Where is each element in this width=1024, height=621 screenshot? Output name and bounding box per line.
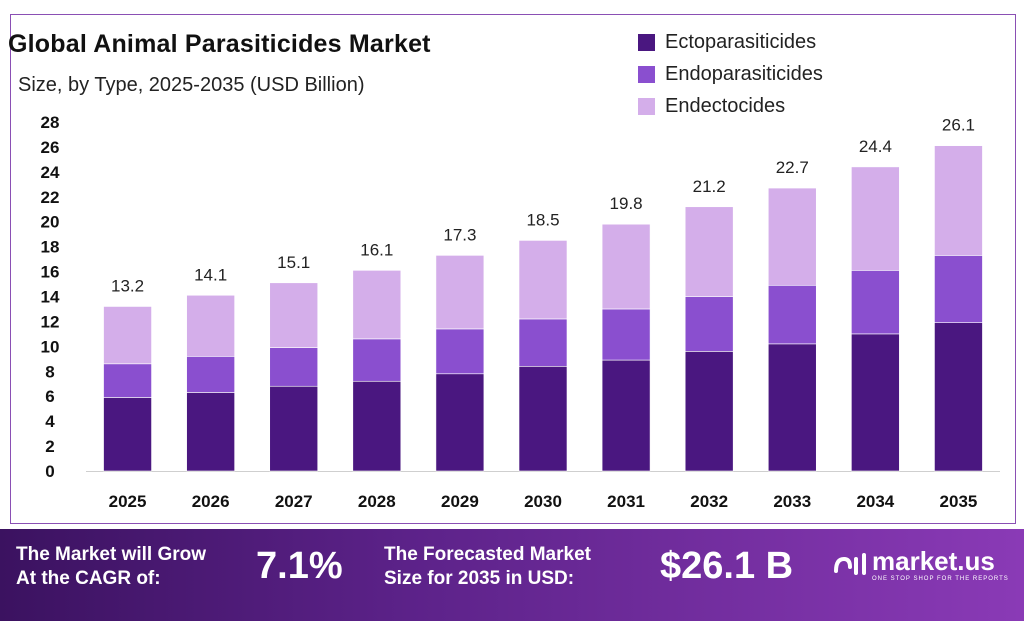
bar-segment-endoparasiticides — [518, 318, 568, 367]
bar-total-label: 16.1 — [360, 240, 393, 259]
y-tick-label: 2 — [45, 437, 54, 456]
bar-total-label: 19.8 — [610, 194, 643, 213]
bar-segment-endectocides — [186, 294, 235, 357]
bar-segment-endoparasiticides — [601, 308, 651, 361]
legend-label: Ectoparasiticides — [665, 30, 817, 53]
x-tick-label: 2026 — [192, 492, 230, 511]
brand-tagline: ONE STOP SHOP FOR THE REPORTS — [872, 576, 1009, 582]
chart-subtitle: Size, by Type, 2025-2035 (USD Billion) — [18, 74, 365, 96]
bar-segment-endoparasiticides — [435, 328, 485, 375]
bar-total-label: 18.5 — [526, 210, 559, 229]
bar-segment-endoparasiticides — [684, 296, 734, 352]
bar-total-label: 21.2 — [693, 177, 726, 196]
forecast-label-line1: The Forecasted Market — [384, 544, 591, 565]
bar-total-label: 26.1 — [942, 116, 975, 135]
x-tick-label: 2031 — [607, 492, 645, 511]
x-tick-label: 2025 — [109, 492, 147, 511]
legend-item-endoparasiticides: Endoparasiticides — [638, 58, 823, 90]
bar-segment-endectocides — [934, 145, 983, 256]
y-tick-label: 22 — [41, 188, 60, 207]
bar-segment-ectoparasiticides — [851, 333, 900, 472]
bar-segment-ectoparasiticides — [269, 385, 319, 472]
chart-legend: Ectoparasiticides Endoparasiticides Ende… — [638, 26, 823, 122]
x-tick-label: 2032 — [690, 492, 728, 511]
forecast-label-line2: Size for 2035 in USD: — [384, 568, 575, 589]
market-us-logo-icon — [834, 553, 866, 575]
y-tick-label: 26 — [41, 138, 60, 157]
bar-segment-endectocides — [601, 223, 651, 310]
bar-segment-endoparasiticides — [767, 284, 817, 345]
bar-total-label: 24.4 — [859, 137, 892, 156]
y-tick-label: 0 — [45, 462, 54, 481]
x-tick-label: 2029 — [441, 492, 479, 511]
legend-item-endectocides: Endectocides — [638, 90, 823, 122]
bar-segment-endectocides — [851, 166, 900, 271]
cagr-label: The Market will Grow At the CAGR of: — [16, 543, 206, 591]
x-tick-label: 2027 — [275, 492, 313, 511]
forecast-value: $26.1 B — [660, 545, 794, 587]
bar-segment-ectoparasiticides — [934, 322, 983, 472]
bar-segment-endoparasiticides — [103, 363, 152, 398]
chart-canvas: 024681012141618202224262813.2202514.1202… — [41, 113, 1000, 511]
cagr-label-line1: The Market will Grow — [16, 544, 207, 565]
bar-segment-endectocides — [767, 187, 817, 286]
legend-swatch — [638, 97, 655, 115]
x-tick-label: 2034 — [856, 492, 894, 511]
bar-total-label: 22.7 — [776, 158, 809, 177]
brand-logo: market.us ONE STOP SHOP FOR THE REPORTS — [832, 548, 1009, 582]
x-tick-label: 2035 — [940, 492, 978, 511]
bar-total-label: 14.1 — [194, 265, 227, 284]
y-tick-label: 8 — [45, 362, 54, 381]
brand-text: market.us ONE STOP SHOP FOR THE REPORTS — [872, 548, 1009, 582]
y-tick-label: 24 — [41, 163, 60, 182]
legend-label: Endectocides — [665, 94, 786, 117]
x-tick-label: 2033 — [773, 492, 811, 511]
brand-name: market.us — [872, 546, 995, 576]
legend-swatch — [638, 65, 655, 83]
bar-segment-endoparasiticides — [934, 255, 983, 323]
chart-panel — [10, 14, 1016, 524]
bar-segment-ectoparasiticides — [767, 343, 817, 472]
legend-label: Endoparasiticides — [665, 62, 823, 85]
bar-segment-ectoparasiticides — [518, 365, 568, 472]
bar-segment-ectoparasiticides — [601, 359, 651, 472]
bar-segment-endectocides — [103, 306, 152, 365]
cagr-label-line2: At the CAGR of: — [16, 568, 161, 589]
bar-segment-endoparasiticides — [352, 338, 402, 382]
bar-segment-ectoparasiticides — [103, 397, 152, 472]
y-tick-label: 6 — [45, 387, 54, 406]
bar-segment-ectoparasiticides — [435, 373, 485, 472]
bar-total-label: 17.3 — [443, 225, 476, 244]
bar-segment-ectoparasiticides — [684, 351, 734, 472]
cagr-value: 7.1% — [256, 545, 343, 587]
bar-segment-ectoparasiticides — [352, 380, 402, 472]
y-tick-label: 18 — [41, 238, 60, 257]
bar-segment-endoparasiticides — [851, 270, 900, 335]
bar-total-label: 13.2 — [111, 276, 144, 295]
bar-total-label: 15.1 — [277, 253, 310, 272]
bar-segment-endectocides — [435, 255, 485, 330]
bar-segment-endectocides — [352, 270, 402, 340]
y-tick-label: 28 — [41, 113, 60, 132]
forecast-label: The Forecasted Market Size for 2035 in U… — [384, 543, 591, 591]
bar-segment-endectocides — [684, 206, 734, 297]
x-tick-label: 2028 — [358, 492, 396, 511]
bar-segment-endoparasiticides — [186, 356, 235, 393]
x-tick-label: 2030 — [524, 492, 562, 511]
bar-segment-endoparasiticides — [269, 347, 319, 387]
summary-banner: The Market will Grow At the CAGR of: 7.1… — [0, 529, 1024, 621]
bar-segment-ectoparasiticides — [186, 392, 235, 472]
bar-segment-endectocides — [269, 282, 319, 348]
y-tick-label: 12 — [41, 312, 60, 331]
y-tick-label: 10 — [41, 337, 60, 356]
y-tick-label: 14 — [41, 288, 60, 307]
bar-segment-endectocides — [518, 240, 568, 320]
legend-swatch — [638, 33, 655, 51]
y-tick-label: 16 — [41, 263, 60, 282]
y-tick-label: 4 — [45, 412, 55, 431]
chart-title: Global Animal Parasiticides Market — [8, 30, 431, 58]
y-tick-label: 20 — [41, 213, 60, 232]
legend-item-ectoparasiticides: Ectoparasiticides — [638, 26, 823, 58]
